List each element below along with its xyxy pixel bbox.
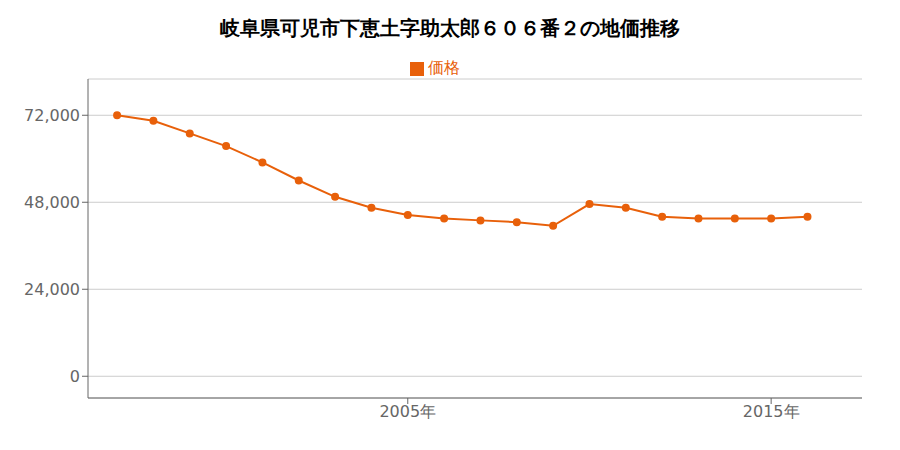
svg-text:24,000: 24,000 [24, 280, 80, 299]
svg-text:2005年: 2005年 [379, 402, 436, 421]
svg-text:0: 0 [70, 367, 80, 386]
svg-text:48,000: 48,000 [24, 193, 80, 212]
svg-text:2015年: 2015年 [743, 402, 800, 421]
html-text:岐阜県可児市下恵土字助太郎６０６番２の地価推移: 岐阜県可児市下恵土字助太郎６０６番２の地価推移 [220, 16, 680, 40]
html-text:価格: 価格 [428, 58, 460, 77]
svg-text:72,000: 72,000 [24, 106, 80, 125]
